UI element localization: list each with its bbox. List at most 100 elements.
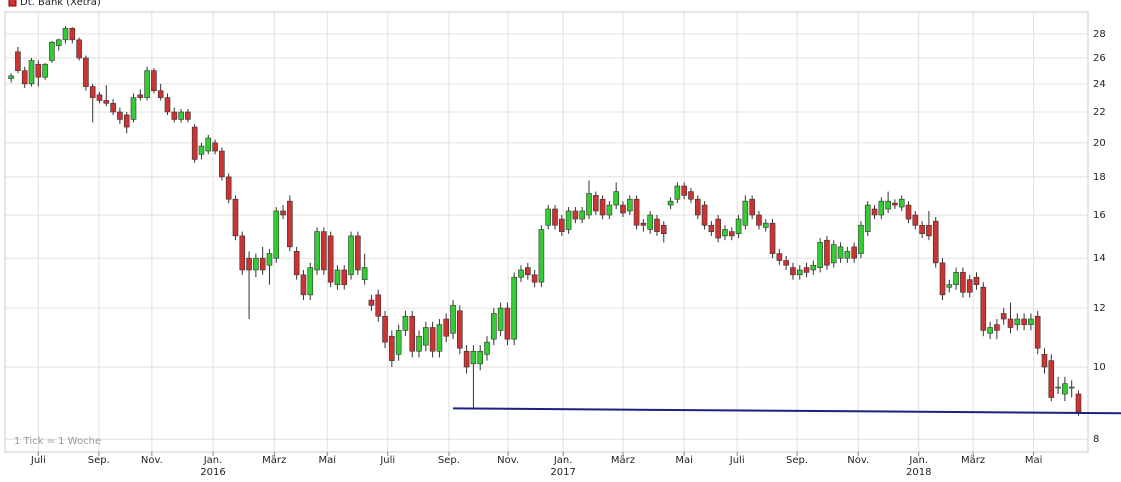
candle-body xyxy=(225,176,232,200)
y-tick-label: 16 xyxy=(1093,210,1106,221)
y-tick-label: 8 xyxy=(1093,434,1099,445)
candle-body xyxy=(1007,318,1014,328)
candle-body xyxy=(348,235,354,276)
candle-body xyxy=(117,111,123,120)
candle-body xyxy=(919,224,925,235)
candle-body xyxy=(912,214,919,226)
y-tick-label: 18 xyxy=(1093,172,1106,183)
candle-body xyxy=(266,253,273,266)
candle-body xyxy=(851,246,857,259)
x-tick-label: Juli xyxy=(729,455,745,466)
candle-body xyxy=(287,200,293,248)
candle-body xyxy=(293,251,300,276)
candle-body xyxy=(389,335,395,361)
candle-body xyxy=(144,70,150,98)
x-tick-label: März xyxy=(611,455,635,466)
y-tick-label: 12 xyxy=(1093,303,1106,314)
candle-body xyxy=(776,253,783,261)
candle-body xyxy=(1034,315,1041,349)
candle-body xyxy=(321,231,327,271)
candle-body xyxy=(525,267,531,276)
candle-body xyxy=(742,200,749,226)
x-tick-label: Mai xyxy=(675,455,693,466)
x-tick-label: Nov. xyxy=(497,455,519,466)
candle-body xyxy=(171,111,178,120)
candle-body xyxy=(409,315,416,352)
candle-body xyxy=(898,198,905,208)
candle-body xyxy=(477,350,484,365)
candle-body xyxy=(926,224,932,237)
candle-body xyxy=(688,191,694,200)
candle-body xyxy=(137,94,144,98)
candle-body xyxy=(858,224,864,254)
candle-body xyxy=(960,272,966,293)
candle-body xyxy=(491,313,497,340)
candle-body xyxy=(844,251,851,259)
candle-body xyxy=(667,200,674,206)
candle-body xyxy=(368,299,375,306)
candle-body xyxy=(579,210,585,220)
candle-body xyxy=(314,231,320,271)
candle-body xyxy=(484,341,490,355)
candle-body xyxy=(980,286,987,331)
candle-body xyxy=(212,142,218,152)
x-tick-label: März xyxy=(961,455,985,466)
candle-body xyxy=(423,327,429,346)
y-tick-label: 14 xyxy=(1093,253,1106,264)
candle-body xyxy=(817,242,823,268)
candle-body xyxy=(239,235,246,271)
candle-body xyxy=(355,235,361,271)
candle-body xyxy=(232,198,239,237)
x-tick-label: Sep. xyxy=(88,455,110,466)
candle-body xyxy=(361,267,368,280)
candle-body xyxy=(280,210,286,216)
candle-body xyxy=(973,276,980,285)
candle-body xyxy=(538,229,545,283)
candle-body xyxy=(273,210,280,259)
candle-body xyxy=(15,51,21,71)
candle-body xyxy=(905,204,912,220)
y-tick-label: 24 xyxy=(1093,79,1106,90)
candle-body xyxy=(531,274,538,283)
candle-body xyxy=(178,111,184,120)
candle-body xyxy=(545,208,551,226)
candle-body xyxy=(103,100,110,104)
candle-body xyxy=(565,210,572,230)
candle-body xyxy=(123,114,130,128)
candle-body xyxy=(613,191,619,206)
candle-body xyxy=(592,195,599,212)
candle-body xyxy=(463,350,470,368)
candle-body xyxy=(42,63,48,78)
candle-body xyxy=(810,264,817,271)
y-tick-label: 10 xyxy=(1093,362,1106,373)
candle-body xyxy=(402,315,409,331)
candle-body xyxy=(504,307,511,340)
candle-body xyxy=(892,202,898,206)
candle-body xyxy=(885,200,891,210)
candle-body xyxy=(769,222,776,254)
candle-body xyxy=(62,27,69,41)
candle-body xyxy=(157,90,164,98)
candle-body xyxy=(796,269,803,276)
candle-body xyxy=(728,231,735,237)
candle-body xyxy=(83,57,89,87)
candle-body xyxy=(654,218,660,232)
candle-body xyxy=(1048,360,1055,398)
candle-body xyxy=(552,208,558,226)
candle-body xyxy=(205,137,212,152)
candle-body xyxy=(715,218,721,239)
x-tick-label: Mai xyxy=(318,455,336,466)
candle-body xyxy=(300,274,307,296)
candle-body xyxy=(253,257,259,271)
candle-body xyxy=(864,204,871,232)
candle-body xyxy=(375,294,382,317)
candle-body xyxy=(599,198,606,216)
candle-body xyxy=(871,208,878,216)
candle-body xyxy=(198,145,205,155)
x-tick-label: Jan. xyxy=(203,455,223,466)
candle-body xyxy=(762,222,769,228)
candle-body xyxy=(511,276,518,340)
x-tick-label: Sep. xyxy=(438,455,460,466)
candle-body xyxy=(395,330,402,355)
candle-body xyxy=(497,307,504,331)
